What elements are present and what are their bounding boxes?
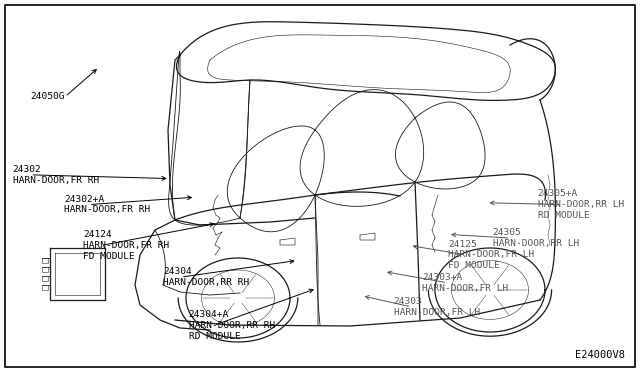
Text: 24125
HARN-DOOR,FR LH
FD MODULE: 24125 HARN-DOOR,FR LH FD MODULE bbox=[448, 240, 534, 270]
Text: 24124
HARN-DOOR,FR RH
FD MODULE: 24124 HARN-DOOR,FR RH FD MODULE bbox=[83, 230, 170, 261]
Text: 24303
HARN-DOOR,FR LH: 24303 HARN-DOOR,FR LH bbox=[394, 297, 480, 317]
Text: 24305+A
HARN-DOOR,RR LH
RD MODULE: 24305+A HARN-DOOR,RR LH RD MODULE bbox=[538, 189, 624, 220]
Text: 24050G: 24050G bbox=[30, 92, 65, 101]
Text: 24304+A
HARN-DOOR,RR RH
RD MODULE: 24304+A HARN-DOOR,RR RH RD MODULE bbox=[189, 310, 275, 341]
Text: 24303+A
HARN-DOOR,FR LH: 24303+A HARN-DOOR,FR LH bbox=[422, 273, 509, 293]
Text: 24304
HARN-DOOR,RR RH: 24304 HARN-DOOR,RR RH bbox=[163, 267, 250, 287]
Text: 24302
HARN-DOOR,FR RH: 24302 HARN-DOOR,FR RH bbox=[13, 165, 99, 185]
Text: 24305
HARN-DOOR,RR LH: 24305 HARN-DOOR,RR LH bbox=[493, 228, 579, 248]
Text: E24000V8: E24000V8 bbox=[575, 350, 625, 360]
Text: 24302+A
HARN-DOOR,FR RH: 24302+A HARN-DOOR,FR RH bbox=[64, 195, 150, 215]
